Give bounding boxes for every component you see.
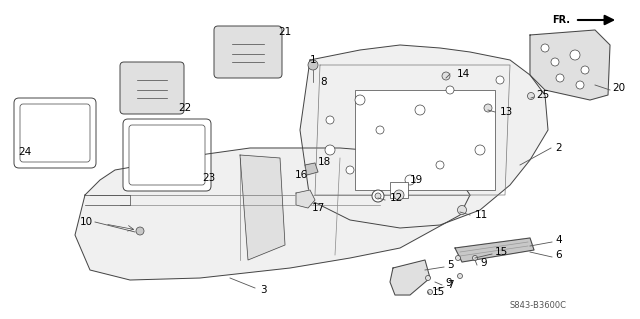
Text: 16: 16 — [295, 170, 308, 180]
Ellipse shape — [576, 81, 584, 89]
Text: 20: 20 — [612, 83, 625, 93]
Text: 9: 9 — [480, 258, 486, 268]
Ellipse shape — [426, 276, 431, 280]
Text: 18: 18 — [318, 157, 332, 167]
FancyBboxPatch shape — [390, 182, 408, 198]
FancyBboxPatch shape — [120, 62, 184, 114]
Text: 23: 23 — [202, 173, 215, 183]
Ellipse shape — [394, 190, 404, 200]
Ellipse shape — [475, 145, 485, 155]
Ellipse shape — [372, 190, 384, 202]
FancyBboxPatch shape — [129, 125, 205, 185]
Text: 22: 22 — [178, 103, 191, 113]
Text: 9: 9 — [445, 278, 452, 288]
Ellipse shape — [442, 72, 450, 80]
Text: 17: 17 — [312, 203, 325, 213]
Ellipse shape — [415, 105, 425, 115]
Text: 10: 10 — [80, 217, 93, 227]
Text: 14: 14 — [457, 69, 470, 79]
Ellipse shape — [458, 205, 467, 214]
Ellipse shape — [376, 126, 384, 134]
Ellipse shape — [484, 104, 492, 112]
Ellipse shape — [325, 145, 335, 155]
Ellipse shape — [355, 95, 365, 105]
Ellipse shape — [472, 256, 477, 261]
Ellipse shape — [556, 74, 564, 82]
Polygon shape — [75, 148, 470, 280]
Ellipse shape — [436, 161, 444, 169]
Text: 1: 1 — [310, 55, 317, 65]
Ellipse shape — [308, 60, 318, 70]
Ellipse shape — [428, 290, 433, 294]
Ellipse shape — [527, 93, 534, 100]
Polygon shape — [455, 238, 534, 262]
Text: 24: 24 — [18, 147, 31, 157]
Text: FR.: FR. — [552, 15, 570, 25]
Ellipse shape — [375, 193, 381, 199]
Text: 7: 7 — [447, 280, 454, 290]
Polygon shape — [305, 163, 318, 175]
Text: 3: 3 — [260, 285, 267, 295]
Text: 4: 4 — [555, 235, 562, 245]
FancyBboxPatch shape — [123, 119, 211, 191]
Text: 5: 5 — [447, 260, 454, 270]
Text: 25: 25 — [536, 90, 549, 100]
Ellipse shape — [136, 227, 144, 235]
Text: 6: 6 — [555, 250, 562, 260]
Ellipse shape — [551, 58, 559, 66]
FancyBboxPatch shape — [14, 98, 96, 168]
Text: 11: 11 — [475, 210, 488, 220]
Ellipse shape — [541, 44, 549, 52]
Ellipse shape — [570, 50, 580, 60]
Polygon shape — [530, 30, 610, 100]
Text: 12: 12 — [390, 193, 403, 203]
Ellipse shape — [581, 66, 589, 74]
Ellipse shape — [405, 175, 415, 185]
Text: 8: 8 — [320, 77, 326, 87]
Text: 2: 2 — [555, 143, 562, 153]
Text: 13: 13 — [500, 107, 513, 117]
Polygon shape — [240, 155, 285, 260]
Text: 15: 15 — [432, 287, 445, 297]
FancyBboxPatch shape — [20, 104, 90, 162]
Text: 19: 19 — [410, 175, 423, 185]
Ellipse shape — [456, 256, 461, 261]
Text: S843-B3600C: S843-B3600C — [510, 300, 567, 309]
Text: 15: 15 — [495, 247, 508, 257]
FancyBboxPatch shape — [214, 26, 282, 78]
FancyBboxPatch shape — [355, 90, 495, 190]
Ellipse shape — [326, 116, 334, 124]
Polygon shape — [296, 190, 315, 208]
Polygon shape — [390, 260, 430, 295]
Ellipse shape — [446, 86, 454, 94]
Ellipse shape — [346, 166, 354, 174]
Ellipse shape — [496, 76, 504, 84]
Ellipse shape — [458, 273, 463, 278]
Polygon shape — [300, 45, 548, 228]
Text: 21: 21 — [278, 27, 291, 37]
